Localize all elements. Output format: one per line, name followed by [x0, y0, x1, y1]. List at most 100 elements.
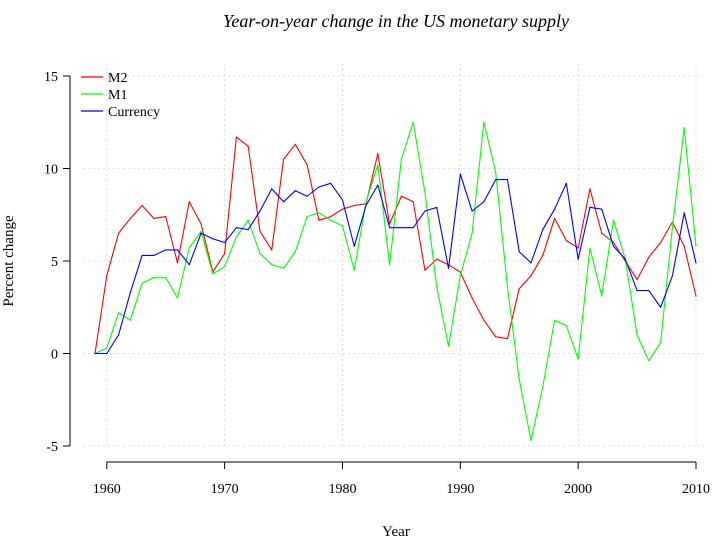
- data-point-m1-1971: [235, 236, 238, 238]
- data-point-currency-1994: [506, 179, 509, 181]
- x-tick-label-4: 2000: [564, 482, 592, 497]
- data-point-m2-1960: [106, 275, 108, 277]
- data-point-currency-1974: [271, 188, 273, 190]
- data-point-m2-1965: [165, 216, 167, 218]
- data-point-currency-1976: [294, 190, 296, 192]
- data-point-m2-1980: [341, 208, 344, 210]
- series-points-m1: [94, 121, 697, 442]
- data-point-currency-1988: [436, 206, 438, 208]
- data-point-m2-1998: [553, 217, 556, 220]
- data-point-m1-1978: [318, 212, 320, 214]
- data-point-currency-1990: [459, 173, 461, 175]
- data-point-currency-1964: [153, 254, 155, 257]
- data-point-m1-2010: [695, 245, 697, 247]
- data-point-m1-1995: [518, 378, 520, 380]
- data-point-currency-2005: [636, 290, 638, 292]
- data-point-m2-1983: [377, 153, 379, 155]
- legend-label-currency: Currency: [108, 105, 160, 120]
- data-point-m1-1964: [153, 277, 155, 279]
- data-point-m2-1999: [565, 240, 567, 242]
- data-point-m1-2005: [636, 334, 638, 336]
- data-point-currency-1969: [212, 238, 214, 240]
- legend-label-m1: M1: [108, 88, 127, 103]
- data-point-currency-1991: [471, 210, 473, 212]
- series-line-m2: [94, 136, 697, 354]
- legend-label-m2: M2: [108, 71, 127, 86]
- data-point-m1-1981: [353, 269, 355, 271]
- data-point-m1-1993: [495, 171, 497, 173]
- data-point-m2-1963: [141, 204, 143, 207]
- data-point-m1-1974: [271, 264, 273, 266]
- data-point-m1-1972: [247, 219, 249, 221]
- data-point-currency-1984: [389, 227, 391, 229]
- x-axis-label: Year: [382, 524, 410, 540]
- series-points-currency: [94, 173, 697, 355]
- data-point-currency-2008: [671, 275, 674, 277]
- data-point-m2-1985: [400, 195, 402, 197]
- data-point-currency-1975: [282, 201, 285, 203]
- data-point-m1-1989: [447, 345, 450, 347]
- y-tick-label-1: 0: [51, 348, 58, 363]
- data-point-m2-2005: [636, 278, 638, 281]
- data-point-m1-1983: [377, 164, 379, 166]
- data-point-m1-1980: [341, 225, 344, 227]
- chart-title: Year-on-year change in the US monetary s…: [223, 11, 569, 31]
- data-point-m2-1991: [471, 297, 473, 299]
- data-point-m1-1979: [330, 219, 332, 221]
- data-point-m2-2009: [683, 245, 685, 247]
- data-point-currency-1968: [200, 232, 202, 234]
- data-point-m1-1992: [483, 121, 485, 123]
- data-point-m1-1988: [436, 286, 438, 288]
- grid: [83, 64, 704, 449]
- data-point-m2-1984: [389, 223, 391, 225]
- data-point-m2-2002: [601, 232, 603, 234]
- data-point-currency-1970: [224, 241, 226, 244]
- series-line-m1: [94, 121, 697, 442]
- data-point-m1-1961: [117, 312, 120, 314]
- data-point-m1-1987: [424, 191, 426, 194]
- data-point-m2-2010: [695, 295, 697, 297]
- data-point-m1-1976: [294, 251, 296, 253]
- data-point-currency-1999: [565, 182, 567, 184]
- data-point-currency-1971: [235, 227, 238, 229]
- data-point-currency-1965: [165, 249, 167, 251]
- data-point-m1-1968: [200, 230, 202, 232]
- data-point-m2-1981: [353, 204, 355, 207]
- series-line-currency: [95, 173, 697, 355]
- data-point-m1-1985: [400, 158, 402, 160]
- data-point-m1-2003: [612, 219, 615, 221]
- data-point-m1-1960: [106, 347, 108, 349]
- data-point-m1-1969: [212, 273, 214, 275]
- data-point-m1-1999: [565, 325, 567, 327]
- data-point-currency-1998: [553, 208, 556, 210]
- data-point-m2-1997: [542, 254, 544, 257]
- data-point-currency-1986: [412, 227, 414, 229]
- data-point-currency-1967: [188, 264, 190, 266]
- data-point-m2-1979: [330, 216, 332, 218]
- data-point-m1-1973: [259, 253, 261, 255]
- data-point-currency-1977: [306, 195, 308, 197]
- y-axis-label: Percent change: [1, 215, 17, 307]
- y-tick-label-0: -5: [46, 440, 58, 455]
- data-point-m2-2007: [660, 241, 662, 244]
- data-point-currency-2006: [648, 290, 650, 292]
- data-point-currency-1979: [330, 182, 332, 184]
- data-point-m2-1971: [235, 136, 238, 138]
- data-point-m1-1990: [459, 275, 461, 277]
- data-point-currency-1983: [377, 184, 379, 186]
- data-point-m2-2003: [612, 241, 615, 244]
- data-point-m1-1970: [224, 265, 226, 268]
- data-point-m2-1992: [483, 319, 485, 321]
- data-point-m1-2001: [589, 247, 591, 249]
- data-point-currency-1981: [353, 245, 355, 247]
- data-point-currency-1963: [141, 254, 143, 257]
- data-point-currency-1959: [94, 352, 96, 355]
- y-tick-label-2: 5: [51, 255, 58, 270]
- data-point-m1-1998: [553, 319, 556, 321]
- data-point-m2-1990: [459, 271, 461, 273]
- data-point-m2-1970: [224, 253, 226, 255]
- data-point-m2-1976: [294, 143, 296, 146]
- data-point-currency-1980: [341, 199, 344, 201]
- data-point-m2-1996: [530, 275, 532, 277]
